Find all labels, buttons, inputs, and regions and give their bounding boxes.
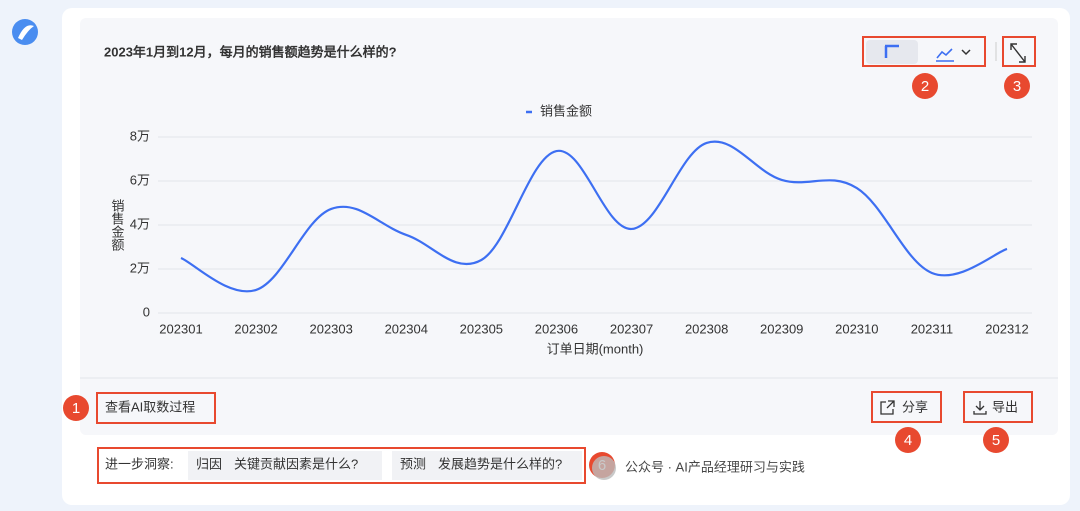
share-icon: [880, 400, 895, 415]
expand-button[interactable]: [1010, 43, 1026, 63]
x-tick-label: 202306: [535, 321, 578, 336]
x-tick-label: 202312: [985, 321, 1028, 336]
callout-number: 2: [921, 78, 929, 95]
x-axis-label: 订单日期(month): [547, 341, 644, 356]
x-tick-label: 202304: [385, 321, 428, 336]
question: 2023年1月到12月，每月的销售额趋势是什么样的?: [104, 44, 397, 59]
insight-chip[interactable]: [188, 451, 382, 480]
line: [180, 140, 1008, 293]
callout-badge: [63, 395, 89, 421]
y-tick-label: 0: [143, 304, 150, 319]
x-tick-label: 202309: [760, 321, 803, 336]
chart: 0 2万 4万 6万 8万 202301 202302 202303 202304 202305 2…: [110, 103, 1032, 356]
y-tick-label: 6万: [130, 172, 150, 187]
callout-badge: [1004, 73, 1030, 99]
watermark-logo: [592, 456, 616, 480]
callout-box: [862, 36, 986, 67]
x-tick-label: 202301: [159, 321, 202, 336]
watermark: 公众号 · AI产品经理研习与实践: [625, 459, 805, 474]
chevron[interactable]: [961, 49, 971, 56]
legend-label: 销售金额: [540, 103, 592, 118]
share-button[interactable]: 分享: [902, 399, 928, 414]
x-tick-label: 202303: [309, 321, 352, 336]
app-logo-mark: [18, 25, 34, 40]
insight-text[interactable]: 关键贡献因素是什么?: [234, 456, 358, 471]
callout-box: [96, 392, 216, 424]
table-icon: [884, 44, 899, 58]
y-tick-label: 2万: [130, 260, 150, 275]
callout-number: 3: [1013, 78, 1021, 95]
insight-tag[interactable]: 归因: [196, 456, 222, 471]
callout-box: [97, 447, 586, 484]
y-tick-label: 4万: [130, 216, 150, 231]
y-tick-label: 8万: [130, 128, 150, 143]
callout-badge: [912, 73, 938, 99]
callout-badge: [983, 427, 1009, 453]
line-view-toggle[interactable]: [936, 48, 954, 62]
chart-panel: [80, 18, 1058, 435]
callout-number: 4: [904, 432, 912, 449]
x-tick-label: 202311: [911, 321, 953, 336]
view-process-link[interactable]: 查看AI取数过程: [105, 399, 195, 414]
callout-number: 1: [72, 400, 80, 417]
x-tick-label: 202308: [685, 321, 728, 336]
y-axis-label: 销售金额: [110, 199, 125, 252]
export-button[interactable]: 导出: [992, 399, 1018, 414]
callout-badge: [895, 427, 921, 453]
callout-box: [963, 391, 1033, 423]
insights-label: 进一步洞察:: [105, 456, 174, 471]
export-icon: [973, 401, 987, 415]
callout-number: 5: [992, 432, 1000, 449]
x-tick-label: 202305: [460, 321, 503, 336]
x-tick-label: 202307: [610, 321, 653, 336]
insight-tag[interactable]: 预测: [400, 456, 426, 471]
insight-chip[interactable]: [392, 451, 582, 480]
x-tick-label: 202310: [835, 321, 878, 336]
callout-box: [1002, 36, 1036, 67]
callout-box: [871, 391, 942, 423]
insight-text[interactable]: 发展趋势是什么样的?: [438, 456, 562, 471]
table-view-toggle[interactable]: [866, 40, 918, 64]
x-tick-label: 202302: [234, 321, 277, 336]
